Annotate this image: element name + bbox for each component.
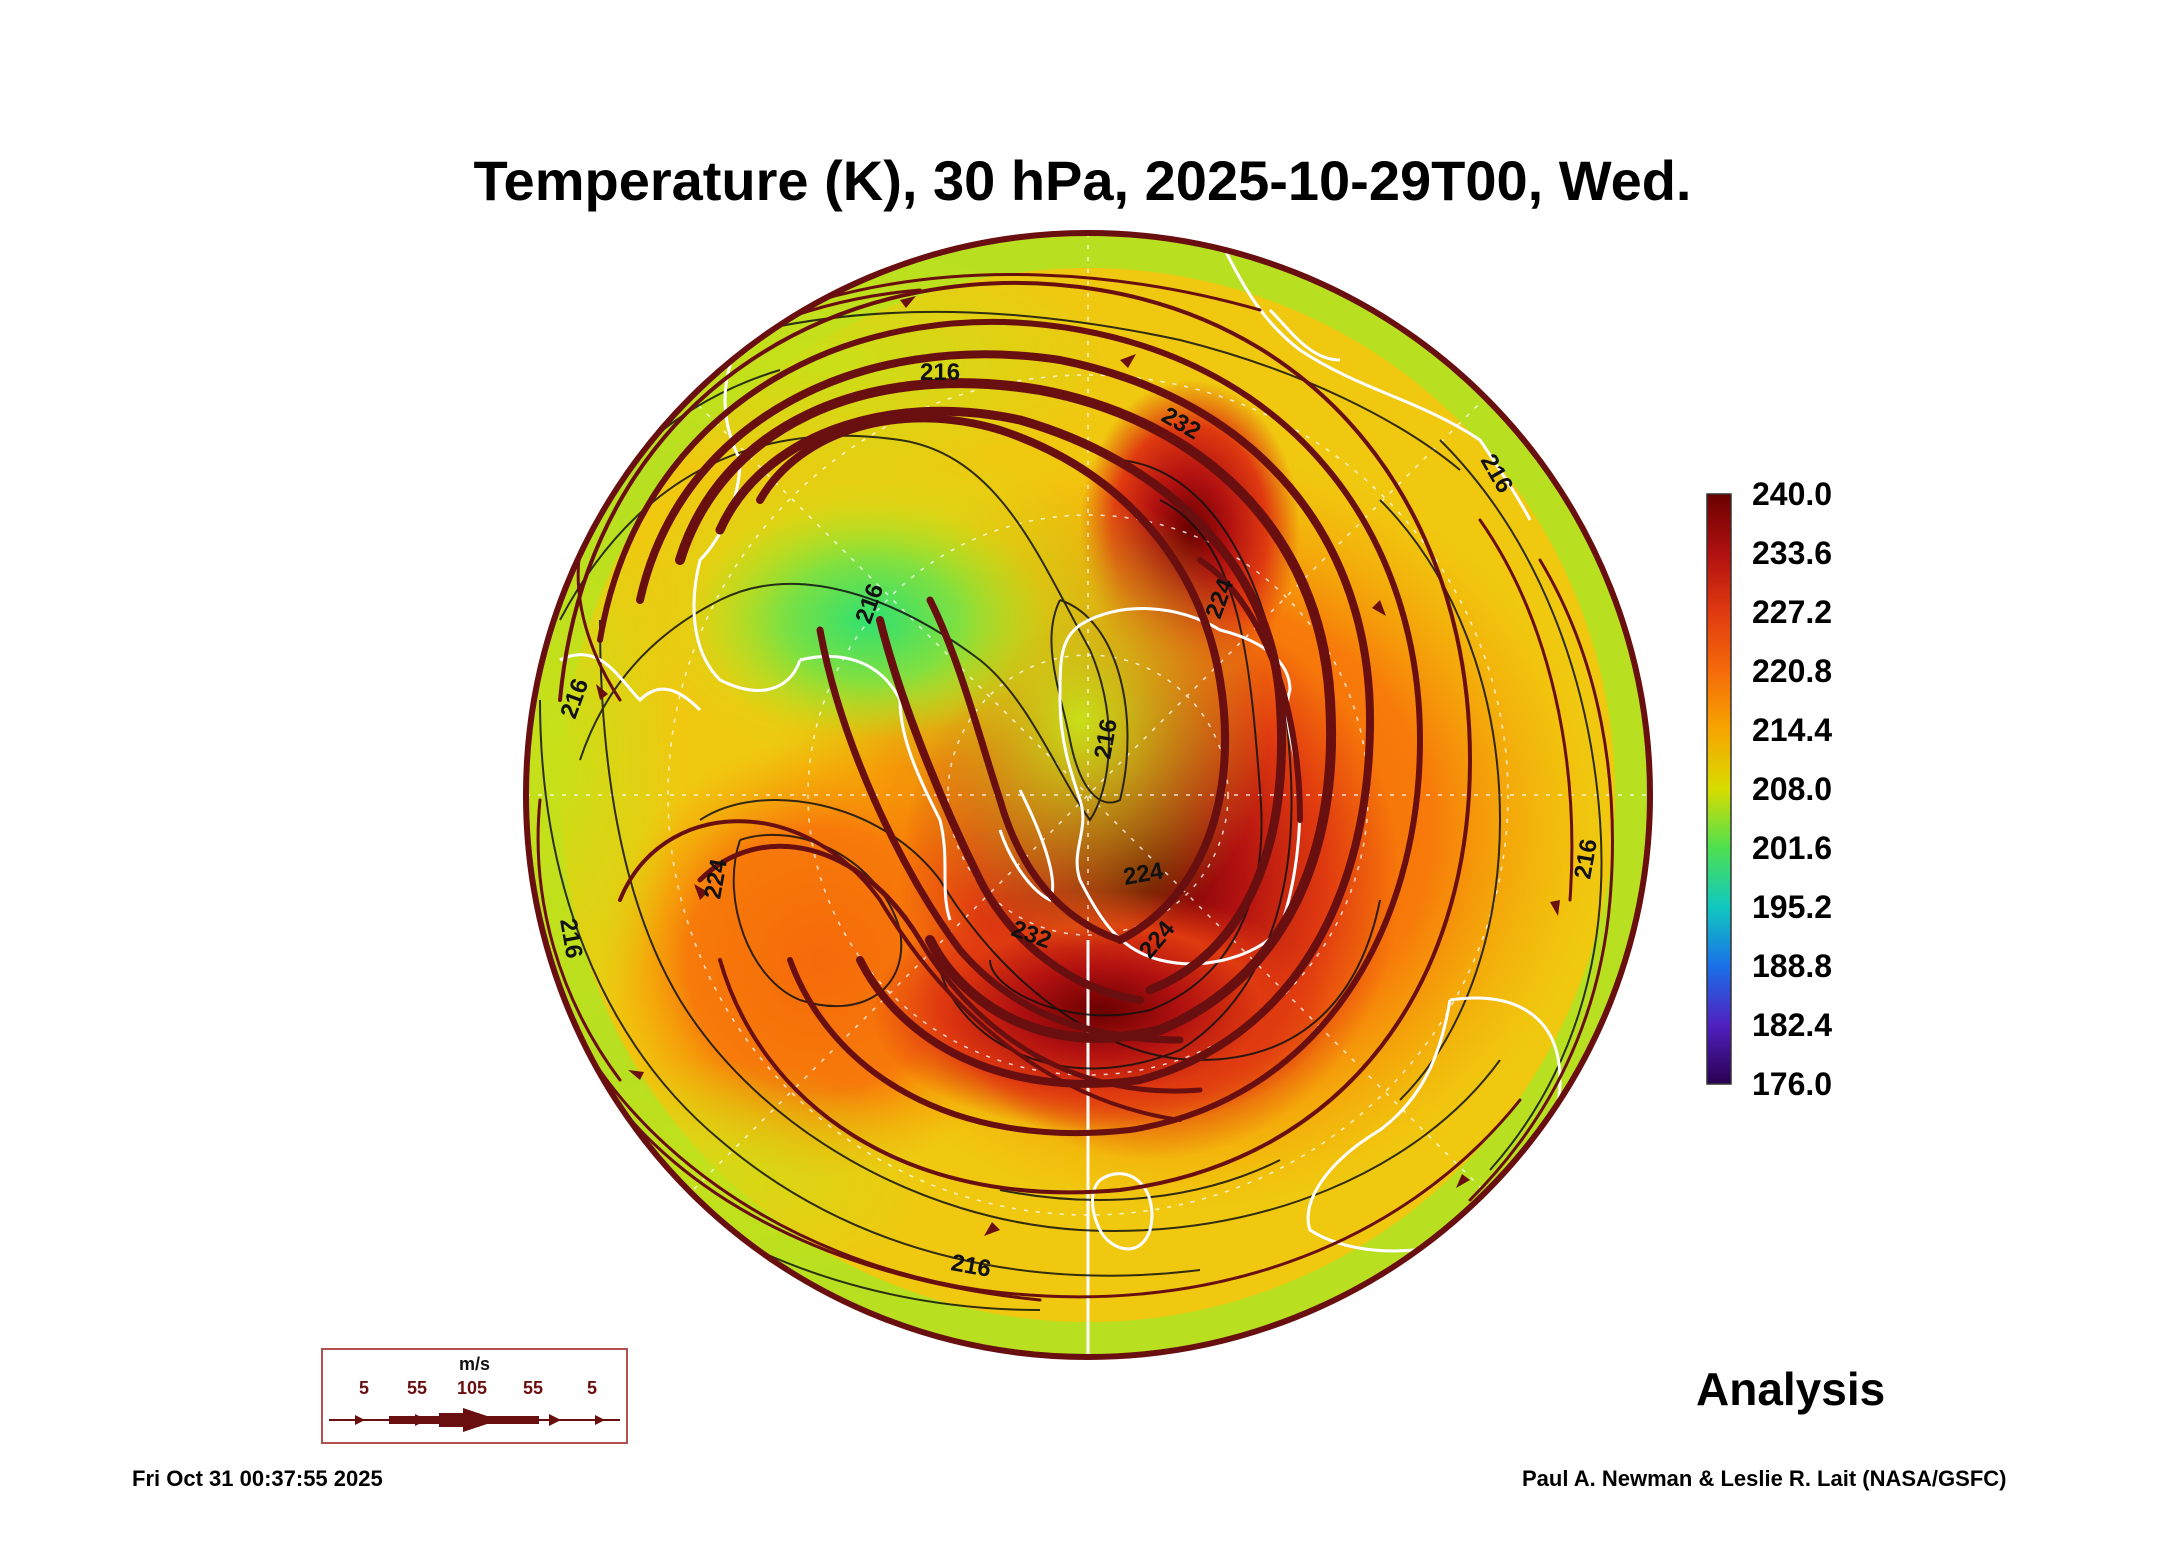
wind-legend-value: 5 — [587, 1378, 598, 1398]
colorbar-label: 227.2 — [1752, 594, 1833, 630]
colorbar-label: 201.6 — [1752, 830, 1833, 866]
analysis-label: Analysis — [1696, 1363, 1886, 1415]
wind-legend-value: 55 — [407, 1378, 428, 1398]
wind-legend-value: 55 — [523, 1378, 544, 1398]
colorbar-label: 182.4 — [1752, 1007, 1833, 1043]
colorbar-label: 208.0 — [1752, 771, 1833, 807]
colorbar-label: 195.2 — [1752, 889, 1833, 925]
colorbar-label: 214.4 — [1752, 712, 1833, 748]
colorbar-label: 220.8 — [1752, 653, 1833, 689]
wind-legend-value: 5 — [359, 1378, 370, 1398]
wind-legend-value: 105 — [457, 1378, 488, 1398]
colorbar-label: 240.0 — [1752, 476, 1833, 512]
temperature-field: 216 216 216 216 216 224 224 224 232 232 … — [526, 233, 1650, 1357]
colorbar-label: 188.8 — [1752, 948, 1833, 984]
colorbar-label: 176.0 — [1752, 1066, 1833, 1102]
map-title: Temperature (K), 30 hPa, 2025-10-29T00, … — [473, 149, 1692, 212]
wind-legend-arrow — [329, 1408, 620, 1432]
wind-speed-legend: m/s 5 55 105 55 5 — [321, 1348, 628, 1444]
timestamp: Fri Oct 31 00:37:55 2025 — [132, 1466, 383, 1491]
colorbar — [1706, 493, 1732, 1085]
colorbar-label: 233.6 — [1752, 535, 1833, 571]
credit: Paul A. Newman & Leslie R. Lait (NASA/GS… — [1522, 1466, 2007, 1491]
map-boundary — [523, 230, 1653, 1360]
wind-legend-unit: m/s — [458, 1354, 491, 1374]
contour-label: 216 — [920, 359, 960, 386]
